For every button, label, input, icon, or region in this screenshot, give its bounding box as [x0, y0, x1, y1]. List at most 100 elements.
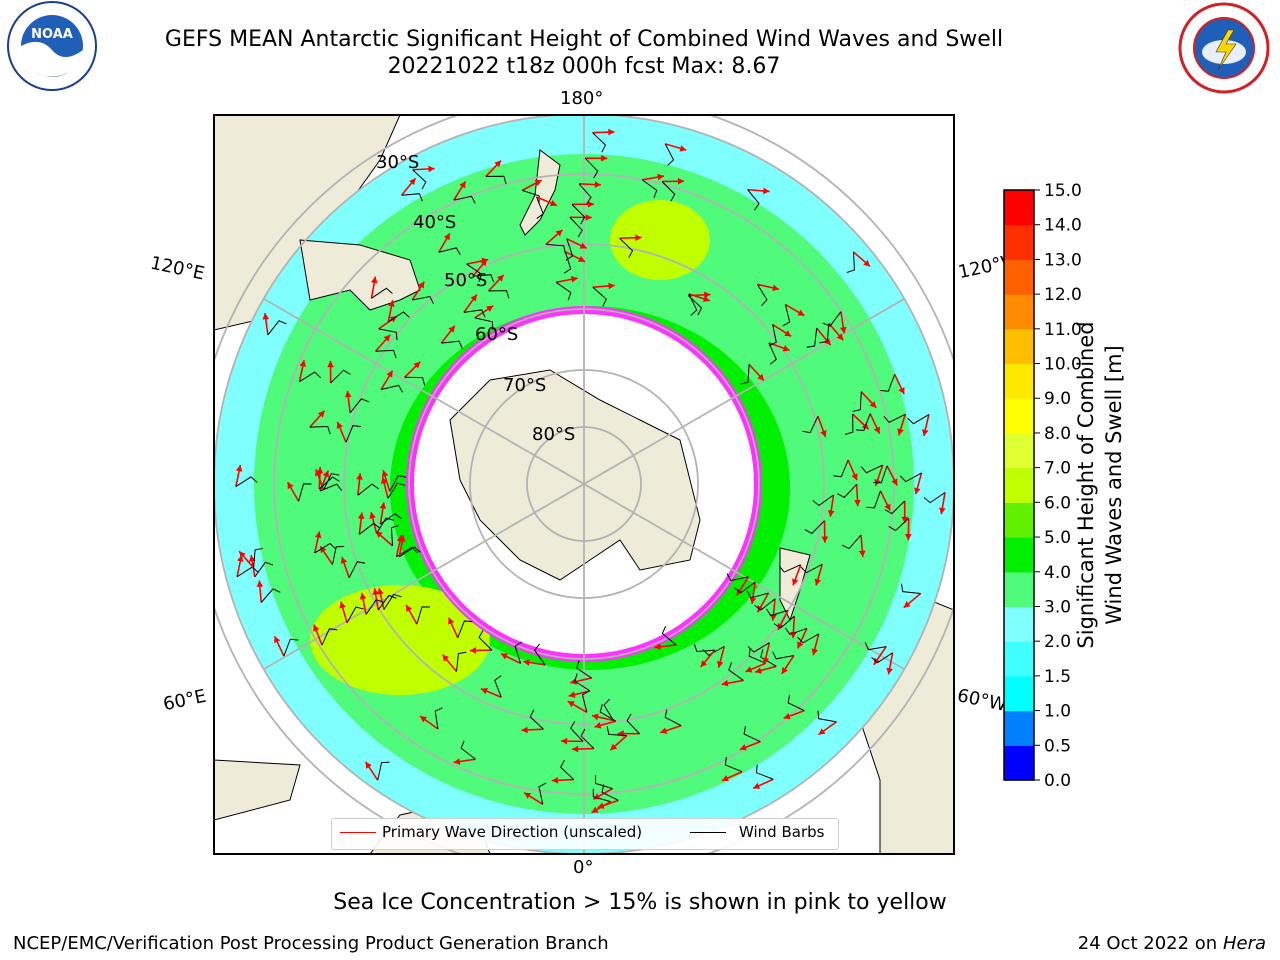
wind-barb [472, 274, 495, 283]
wind-barb [348, 561, 366, 579]
wave-arrow-head [523, 659, 530, 666]
wave-arrow-head [721, 775, 729, 782]
wave-arrow-head [322, 470, 330, 478]
colorbar-tick-label: 9.0 [1044, 389, 1071, 409]
wave-arrow-head [314, 531, 322, 539]
colorbar-border [1003, 189, 1035, 781]
wave-arrow-head [299, 360, 307, 367]
wind-barb [787, 694, 805, 712]
colorbar-tick-label: 11.0 [1044, 320, 1082, 340]
wave-arrow-head [235, 465, 243, 472]
colorbar-segment [1004, 294, 1034, 330]
wind-barb [478, 630, 493, 651]
wind-barb [841, 534, 862, 550]
colorbar-tick-label: 5.0 [1044, 528, 1071, 548]
wave-arrow-head [721, 679, 729, 687]
wind-barb [782, 304, 791, 327]
wave-arrow-head [469, 647, 477, 654]
colorbar-tick-label: 2.0 [1044, 632, 1071, 652]
wind-barb [900, 583, 921, 595]
wind-barb [734, 581, 756, 594]
wind-barb [626, 713, 640, 735]
wind-barb [592, 788, 611, 803]
colorbar-tick-label: 6.0 [1044, 493, 1071, 513]
wave-arrow-head [700, 660, 708, 668]
wave-arrow-head [496, 274, 504, 282]
wind-barb [383, 593, 402, 610]
wave-arrow-head [481, 257, 489, 265]
wave-arrow-head [256, 580, 264, 587]
colorbar-segment [1004, 571, 1034, 608]
wave-arrow-head [459, 181, 466, 189]
wind-barb [899, 472, 922, 483]
wind-barb [401, 193, 423, 202]
wave-arrow-head [594, 181, 602, 188]
wind-barb [846, 251, 855, 273]
wind-barb [563, 251, 572, 274]
wave-arrow-head [453, 758, 461, 765]
wind-barb [748, 648, 766, 664]
wind-barb [661, 181, 676, 202]
wind-barb [388, 311, 410, 323]
colorbar-segment [1004, 398, 1034, 434]
wind-barb [412, 169, 427, 190]
wind-barb [416, 606, 431, 625]
wave-arrow-head [891, 478, 898, 486]
wind-barb [460, 740, 476, 760]
wave-arrow-head [577, 255, 585, 262]
wind-barb [396, 546, 419, 558]
wind-barb [514, 641, 523, 664]
wind-barb [855, 413, 871, 432]
wave-arrow-head [597, 802, 605, 809]
wind-barb [438, 247, 461, 256]
wave-arrow-head [486, 305, 494, 312]
wind-barb [800, 563, 823, 574]
wind-barb [888, 517, 910, 532]
wave-arrow-head [608, 128, 615, 136]
wind-barb [817, 710, 837, 723]
colorbar-tick-label: 4.0 [1044, 563, 1071, 583]
wave-arrow-head [591, 713, 599, 721]
wind-barb [860, 464, 883, 474]
wind-barb [378, 328, 398, 341]
wind-barb [864, 642, 887, 651]
wave-arrow-head [757, 605, 764, 613]
wave-arrow-head [601, 154, 608, 162]
colorbar-tick-label: 1.0 [1044, 702, 1071, 722]
wind-barb [747, 642, 770, 653]
wave-arrow-head [863, 259, 871, 267]
wave-arrow-head [782, 345, 790, 352]
wave-arrow-head [608, 282, 615, 290]
wind-barb [641, 179, 658, 199]
map-legend: Primary Wave Direction (unscaled) Wind B… [331, 818, 839, 850]
wave-arrow-head [448, 617, 455, 625]
wave-arrow-head [635, 234, 642, 242]
wind-barb [778, 564, 801, 573]
wave-arrow-head [560, 737, 568, 745]
wind-barb [571, 203, 586, 225]
wave-arrow-head [921, 429, 929, 436]
wave-arrow-head [336, 421, 343, 429]
colorbar-title-line2: Wind Waves and Swell [m] [1102, 345, 1126, 625]
wind-barb [346, 606, 364, 623]
lat-label-40s: 40°S [413, 212, 457, 233]
lat-label-50s: 50°S [444, 270, 488, 291]
wave-arrow-head [239, 551, 246, 559]
wave-arrow-head [359, 592, 367, 600]
colorbar-segment [1004, 432, 1034, 469]
wind-barb [357, 483, 379, 496]
wave-arrow-head [470, 294, 477, 302]
wind-barb [283, 638, 299, 657]
colorbar-segment [1004, 710, 1034, 746]
wave-arrow-head [313, 624, 320, 632]
wind-barb [565, 238, 574, 261]
wind-barb [819, 323, 830, 344]
wave-arrow-head [585, 214, 592, 221]
wind-barb [387, 482, 406, 499]
wave-arrow-head [858, 550, 866, 557]
wave-arrow-head [568, 691, 576, 698]
wind-barb [743, 726, 761, 743]
wind-barb [688, 293, 698, 316]
wave-arrow-head [854, 499, 861, 507]
wave-arrow-head [587, 200, 595, 208]
